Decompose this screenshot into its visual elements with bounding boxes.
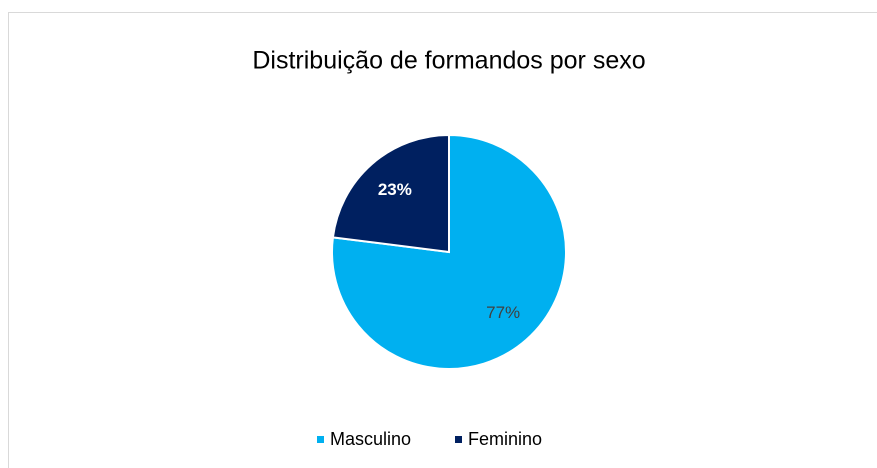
legend-marker bbox=[317, 436, 324, 443]
legend-marker bbox=[455, 436, 462, 443]
data-label: 23% bbox=[378, 180, 412, 199]
pie-slice bbox=[331, 133, 450, 254]
legend-label: Feminino bbox=[468, 429, 542, 449]
legend-label: Masculino bbox=[330, 429, 411, 449]
chart-title: Distribuição de formandos por sexo bbox=[252, 47, 645, 75]
data-label: 77% bbox=[486, 303, 520, 322]
